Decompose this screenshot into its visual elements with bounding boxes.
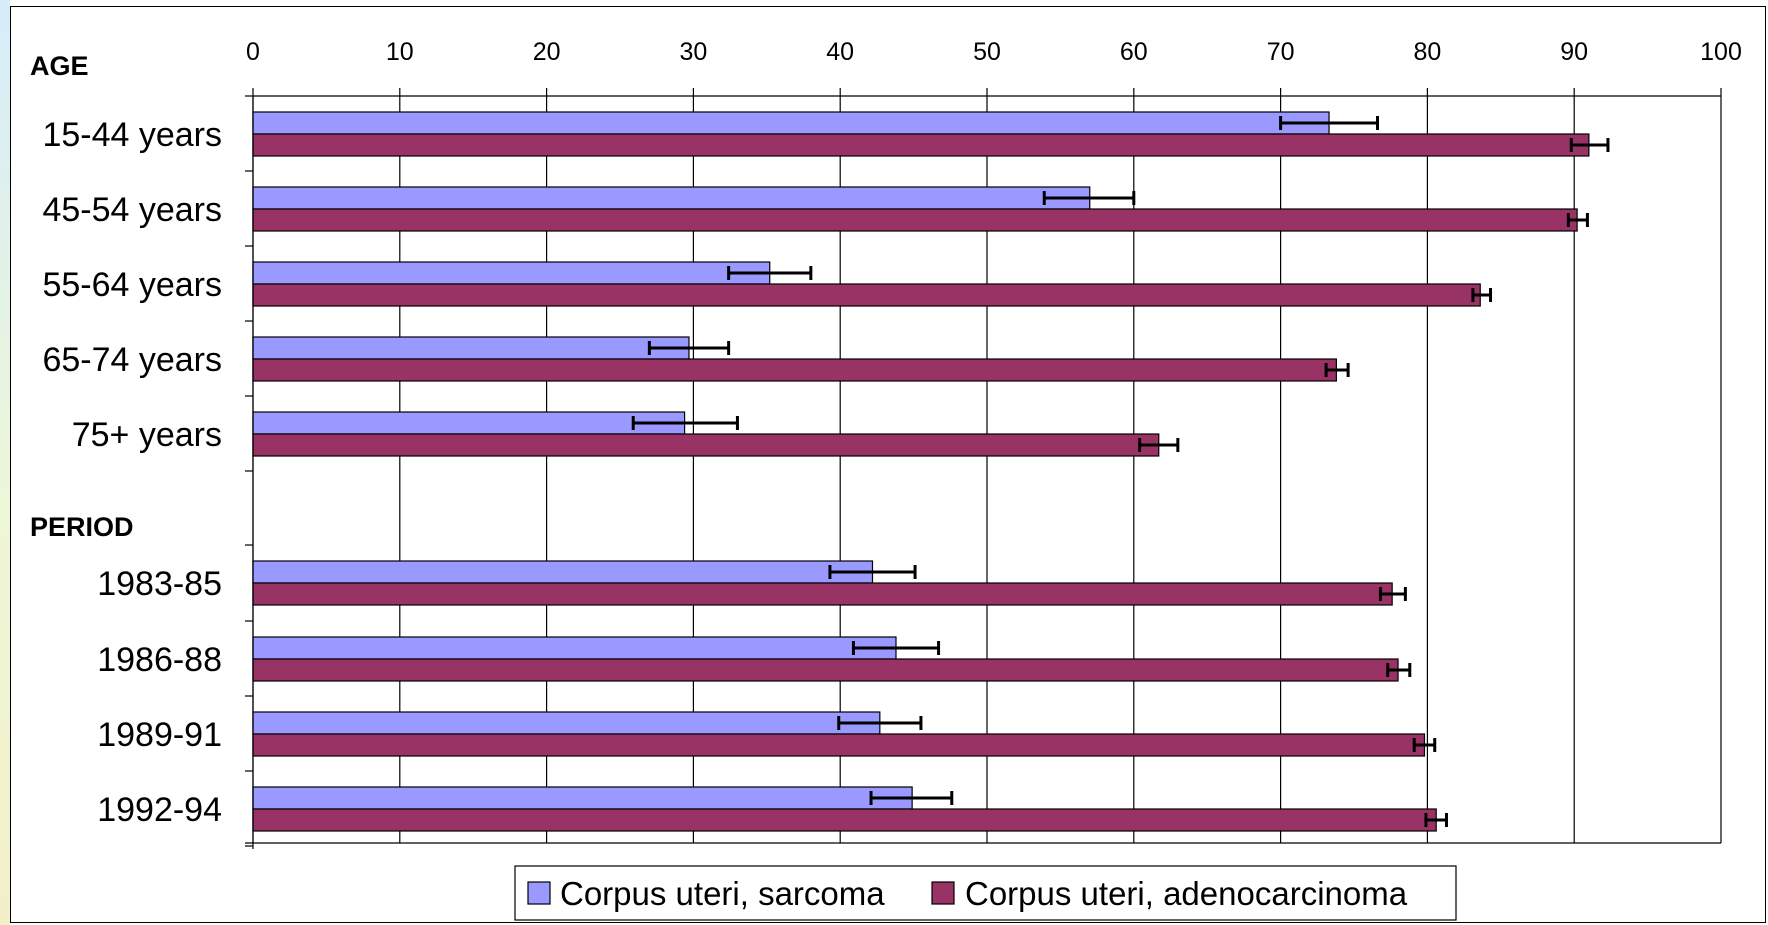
x-tick-label-20: 20	[533, 38, 561, 66]
bar-corpus-uteri-adenocarcinoma-55-64-years	[252, 283, 1481, 307]
error-bars-layer	[631, 116, 1610, 827]
legend-label-corpus-uteri-sarcoma: Corpus uteri, sarcoma	[560, 875, 885, 912]
bar-corpus-uteri-adenocarcinoma-45-54-years	[252, 208, 1578, 232]
error-bar-corpus-uteri-sarcoma-15-44-years	[1279, 116, 1379, 130]
category-label-1983-85: 1983-85	[97, 565, 222, 603]
bars-layer	[252, 111, 1590, 832]
bar-corpus-uteri-sarcoma-55-64-years	[252, 261, 771, 285]
category-label-15-44-years: 15-44 years	[42, 116, 222, 154]
error-bar-corpus-uteri-adenocarcinoma-1992-94	[1424, 813, 1448, 827]
category-label-55-64-years: 55-64 years	[42, 266, 222, 304]
bar-corpus-uteri-sarcoma-75-years	[252, 411, 686, 435]
error-bar-corpus-uteri-adenocarcinoma-65-74-years	[1324, 363, 1350, 377]
bar-corpus-uteri-adenocarcinoma-75-years	[252, 433, 1160, 457]
x-tick-label-0: 0	[246, 38, 260, 66]
error-bar-corpus-uteri-sarcoma-1986-88	[851, 641, 941, 655]
error-bar-corpus-uteri-sarcoma-65-74-years	[647, 341, 731, 355]
error-bar-corpus-uteri-sarcoma-1983-85	[828, 565, 917, 579]
bar-corpus-uteri-adenocarcinoma-1986-88	[252, 658, 1399, 682]
error-bar-corpus-uteri-adenocarcinoma-55-64-years	[1471, 288, 1493, 302]
bar-corpus-uteri-sarcoma-15-44-years	[252, 111, 1330, 135]
error-bar-corpus-uteri-adenocarcinoma-1986-88	[1386, 663, 1412, 677]
x-tick-label-10: 10	[386, 38, 414, 66]
bar-corpus-uteri-sarcoma-45-54-years	[252, 186, 1091, 210]
error-bar-corpus-uteri-sarcoma-1989-91	[837, 716, 923, 730]
x-tick-label-80: 80	[1413, 38, 1441, 66]
x-tick-label-100: 100	[1700, 38, 1742, 66]
bar-corpus-uteri-adenocarcinoma-1992-94	[252, 808, 1437, 832]
legend-swatch-corpus-uteri-sarcoma	[527, 881, 551, 905]
legend-box	[514, 865, 1457, 921]
error-bar-corpus-uteri-adenocarcinoma-1983-85	[1378, 587, 1407, 601]
corner-accent	[0, 0, 10, 925]
x-tick-label-90: 90	[1560, 38, 1588, 66]
error-bar-corpus-uteri-adenocarcinoma-1989-91	[1412, 738, 1437, 752]
bar-corpus-uteri-adenocarcinoma-65-74-years	[252, 358, 1337, 382]
bar-corpus-uteri-adenocarcinoma-1983-85	[252, 582, 1393, 606]
legend-swatch-corpus-uteri-adenocarcinoma	[931, 881, 955, 905]
x-tick-label-30: 30	[679, 38, 707, 66]
legend-label-corpus-uteri-adenocarcinoma: Corpus uteri, adenocarcinoma	[965, 875, 1408, 912]
error-bar-corpus-uteri-sarcoma-1992-94	[869, 791, 954, 805]
axis-layer	[245, 95, 1721, 849]
category-label-1986-88: 1986-88	[97, 641, 222, 679]
error-bar-corpus-uteri-sarcoma-55-64-years	[727, 266, 813, 280]
bar-corpus-uteri-sarcoma-1992-94	[252, 786, 913, 810]
group-label-age: AGE	[30, 51, 89, 81]
x-tick-label-60: 60	[1120, 38, 1148, 66]
bar-corpus-uteri-adenocarcinoma-1989-91	[252, 733, 1426, 757]
error-bar-corpus-uteri-sarcoma-75-years	[631, 416, 739, 430]
error-bar-corpus-uteri-sarcoma-45-54-years	[1042, 191, 1136, 205]
bar-corpus-uteri-sarcoma-1983-85	[252, 560, 874, 584]
error-bar-corpus-uteri-adenocarcinoma-75-years	[1138, 438, 1180, 452]
legend: Corpus uteri, sarcoma Corpus uteri, adeno…	[514, 865, 1457, 921]
chart-frame	[10, 6, 1766, 923]
error-bar-corpus-uteri-adenocarcinoma-15-44-years	[1569, 138, 1610, 152]
category-label-45-54-years: 45-54 years	[42, 191, 222, 229]
group-label-period: PERIOD	[30, 512, 134, 542]
bar-corpus-uteri-adenocarcinoma-15-44-years	[252, 133, 1590, 157]
x-tick-label-40: 40	[826, 38, 854, 66]
category-label-65-74-years: 65-74 years	[42, 341, 222, 379]
bar-corpus-uteri-sarcoma-1986-88	[252, 636, 897, 660]
category-label-75-years: 75+ years	[72, 416, 222, 454]
category-label-1989-91: 1989-91	[97, 716, 222, 754]
bar-corpus-uteri-sarcoma-65-74-years	[252, 336, 690, 360]
labels-layer: 0 10 20 30 40 50 60 70 80 90 100 AGE PERIOD 15-44 yea…	[30, 38, 1742, 829]
x-tick-label-50: 50	[973, 38, 1001, 66]
error-bar-corpus-uteri-adenocarcinoma-45-54-years	[1566, 213, 1589, 227]
category-label-1992-94: 1992-94	[97, 791, 222, 829]
x-tick-label-70: 70	[1267, 38, 1295, 66]
bar-corpus-uteri-sarcoma-1989-91	[252, 711, 881, 735]
